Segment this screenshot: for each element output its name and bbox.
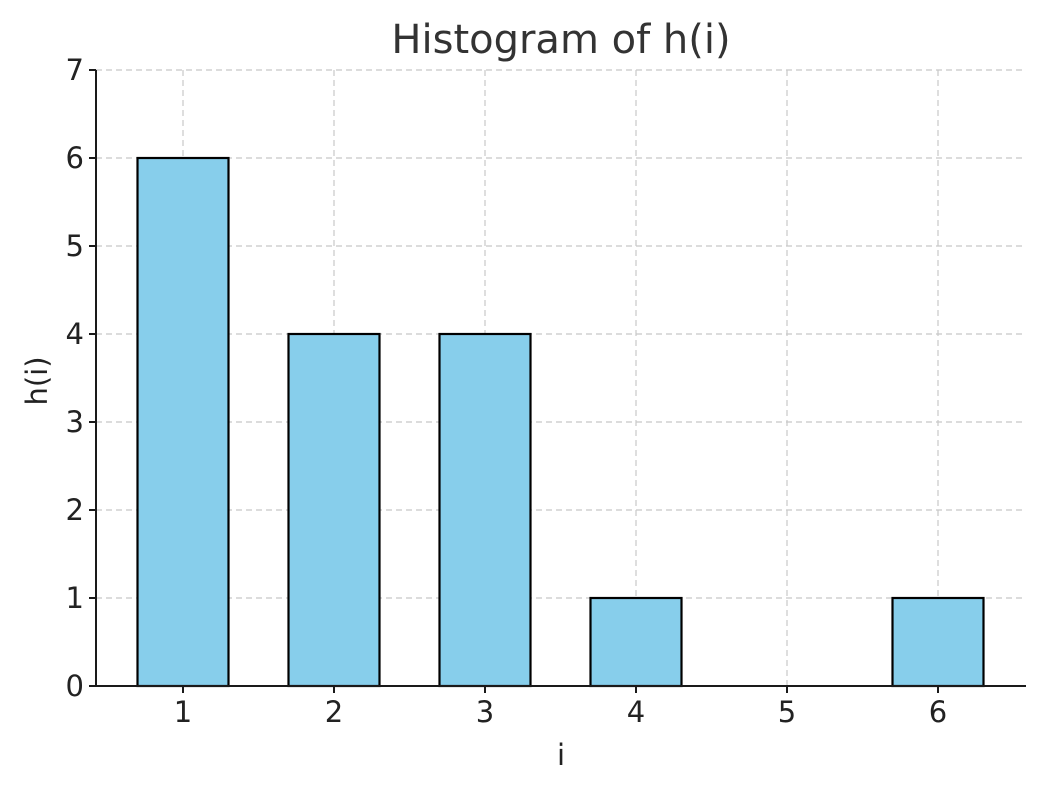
y-tick-label: 0 — [66, 669, 84, 703]
ticks-layer: 0 1 2 3 4 5 6 7 1 2 3 4 5 6 — [66, 53, 948, 729]
x-tick-label: 5 — [778, 695, 796, 729]
y-tick-label: 3 — [66, 405, 84, 439]
y-tick-label: 1 — [66, 581, 84, 615]
y-tick-label: 6 — [66, 141, 84, 175]
y-tick-label: 4 — [66, 317, 84, 351]
x-tick-label: 4 — [627, 695, 645, 729]
grid-layer — [96, 69, 1026, 686]
histogram-bar — [438, 332, 532, 688]
y-tick-label: 7 — [66, 53, 84, 87]
x-axis-label: i — [557, 738, 565, 772]
histogram-bar — [287, 332, 381, 688]
y-tick-label: 2 — [66, 493, 84, 527]
x-tick-label: 3 — [476, 695, 494, 729]
x-tick-label: 1 — [174, 695, 192, 729]
axes-layer — [95, 70, 1026, 687]
chart-title: Histogram of h(i) — [391, 17, 730, 63]
x-tick-label: 6 — [929, 695, 947, 729]
y-tick-label: 5 — [66, 229, 84, 263]
y-axis-label: h(i) — [20, 356, 54, 405]
histogram-bar — [891, 596, 985, 688]
bars-layer — [136, 156, 985, 688]
histogram-bar — [136, 156, 230, 688]
histogram-bar — [589, 596, 683, 688]
x-tick-label: 2 — [325, 695, 343, 729]
